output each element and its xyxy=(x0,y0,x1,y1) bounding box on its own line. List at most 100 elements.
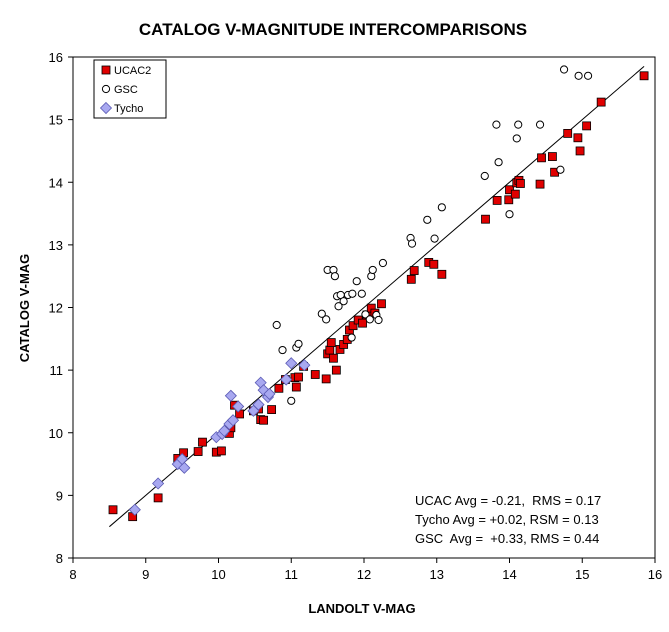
y-tick-label: 9 xyxy=(56,488,63,503)
y-tick-label: 8 xyxy=(56,551,63,566)
gsc-point xyxy=(317,309,326,318)
ucac2-point xyxy=(504,195,514,205)
x-tick-label: 13 xyxy=(430,567,444,582)
ucac2-point xyxy=(321,374,331,384)
ucac2-point xyxy=(573,133,583,143)
ucac2-point xyxy=(563,129,573,138)
ucac2-point xyxy=(217,446,226,456)
gsc-point xyxy=(322,315,331,324)
tycho-point xyxy=(285,357,298,370)
gsc-point xyxy=(437,203,446,212)
gsc-point xyxy=(347,333,356,342)
x-tick-label: 10 xyxy=(211,567,225,582)
x-tick-label: 8 xyxy=(69,567,76,582)
gsc-point xyxy=(480,171,489,181)
tycho-point xyxy=(263,387,276,400)
gsc-point xyxy=(278,345,287,355)
x-tick-label: 16 xyxy=(648,567,662,582)
legend-ucac2-marker xyxy=(101,65,111,75)
tycho-point xyxy=(128,503,141,516)
series-tycho xyxy=(128,357,311,516)
legend-tycho-label: Tycho xyxy=(114,103,143,115)
gsc-point xyxy=(368,265,377,275)
gsc-point xyxy=(505,210,514,219)
ucac2-point xyxy=(516,179,525,188)
tycho-point xyxy=(224,389,237,402)
ucac2-point xyxy=(639,71,649,81)
gsc-point xyxy=(374,315,383,325)
tycho-point xyxy=(176,452,189,466)
gsc-point xyxy=(512,134,521,143)
gsc-point xyxy=(407,239,417,248)
ucac2-point xyxy=(193,447,203,456)
x-tick-label: 11 xyxy=(285,567,299,582)
y-tick-label: 13 xyxy=(49,238,63,253)
ucac2-point xyxy=(582,121,592,131)
tycho-point xyxy=(178,461,191,474)
ucac2-point xyxy=(537,153,546,163)
chart-title: CATALOG V-MAGNITUDE INTERCOMPARISONS xyxy=(139,20,527,39)
gsc-point xyxy=(361,310,370,319)
x-tick-label: 15 xyxy=(575,567,589,582)
tycho-point xyxy=(232,400,245,413)
tycho-point xyxy=(252,398,265,411)
gsc-point xyxy=(514,120,523,129)
y-tick-label: 11 xyxy=(50,363,64,378)
x-axis-label: LANDOLT V-MAG xyxy=(308,601,415,616)
ucac2-point xyxy=(348,321,358,331)
gsc-point xyxy=(352,277,361,286)
ucac2-point xyxy=(492,196,502,205)
ucac2-point xyxy=(325,345,335,355)
y-axis-label: CATALOG V-MAG xyxy=(17,254,32,363)
y-tick-label: 14 xyxy=(49,175,63,190)
ucac2-point xyxy=(510,189,520,199)
gsc-point xyxy=(357,289,366,298)
ucac2-point xyxy=(198,437,207,447)
tycho-point xyxy=(218,424,231,437)
ucac2-point xyxy=(377,299,386,309)
gsc-point xyxy=(294,339,303,348)
gsc-point xyxy=(378,258,388,268)
x-tick-label: 12 xyxy=(357,567,371,582)
legend-gsc-marker xyxy=(101,84,111,94)
gsc-point xyxy=(583,71,593,80)
gsc-point xyxy=(423,215,432,224)
tycho-point xyxy=(298,359,311,372)
gsc-point xyxy=(492,120,501,129)
gsc-point xyxy=(430,234,439,243)
gsc-point xyxy=(556,165,565,174)
stat-line: Tycho Avg = +0.02, RSM = 0.13 xyxy=(415,512,599,527)
ucac2-point xyxy=(548,152,557,161)
stat-line: GSC Avg = +0.33, RMS = 0.44 xyxy=(415,531,599,546)
ucac2-point xyxy=(310,370,320,379)
y-tick-label: 10 xyxy=(49,426,63,441)
stats-box: UCAC Avg = -0.21, RMS = 0.17 Tycho Avg = … xyxy=(415,493,601,546)
ucac2-point xyxy=(294,372,303,382)
ucac2-point xyxy=(291,382,301,392)
legend-gsc-label: GSC xyxy=(114,84,138,96)
ucac2-point xyxy=(596,97,606,107)
ucac2-point xyxy=(274,383,284,393)
ucac2-point xyxy=(429,259,439,269)
gsc-point xyxy=(494,158,503,167)
ucac2-point xyxy=(331,365,341,375)
ucac2-point xyxy=(329,353,338,363)
gsc-point xyxy=(574,71,583,80)
ucac2-point xyxy=(575,146,585,156)
stat-line: UCAC Avg = -0.21, RMS = 0.17 xyxy=(415,493,601,508)
legend: UCAC2 GSC Tycho xyxy=(93,59,167,119)
gsc-point xyxy=(559,65,569,74)
legend-ucac2-label: UCAC2 xyxy=(114,65,151,77)
gsc-point xyxy=(339,297,348,306)
x-tick-label: 9 xyxy=(142,567,149,582)
tycho-point xyxy=(280,373,293,386)
legend-tycho-marker xyxy=(99,101,113,115)
gsc-point xyxy=(348,289,357,298)
series-ucac2 xyxy=(108,71,649,522)
series-gsc xyxy=(272,65,593,405)
tycho-point xyxy=(226,414,240,427)
y-tick-label: 15 xyxy=(49,113,63,128)
ucac2-point xyxy=(437,269,447,279)
